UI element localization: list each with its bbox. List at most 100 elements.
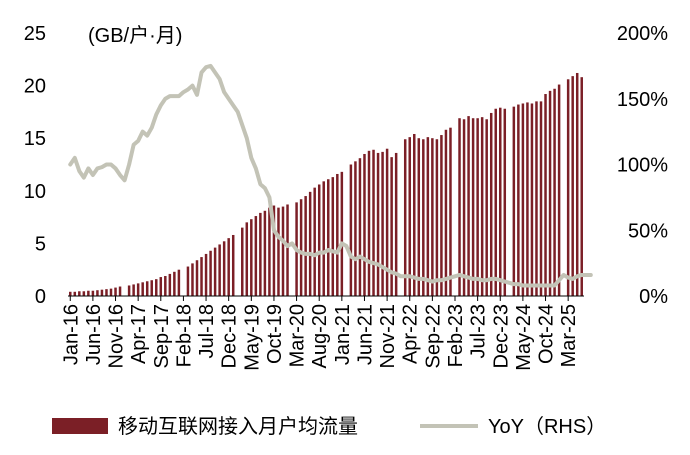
x-tick-label: Dec-18 — [219, 304, 241, 368]
bar — [141, 282, 144, 296]
bar — [358, 158, 362, 296]
bar — [159, 277, 163, 296]
bar — [485, 119, 488, 296]
bar — [218, 244, 221, 296]
bar — [363, 153, 366, 296]
bar — [376, 152, 380, 296]
bar — [462, 119, 466, 296]
right-y-axis-ticks: 0% 50% 100% 150% 200% — [617, 23, 668, 308]
x-tick-label: Apr-17 — [128, 304, 150, 364]
x-tick-label: Aug-20 — [309, 304, 331, 369]
x-tick-label: Sep-22 — [422, 304, 444, 369]
bar — [467, 116, 470, 296]
bar — [268, 207, 271, 296]
bar — [480, 117, 484, 296]
bar — [331, 177, 335, 296]
bar — [186, 266, 190, 296]
bar-series — [69, 72, 583, 297]
bar — [322, 181, 325, 296]
bar — [544, 94, 547, 297]
bar — [145, 281, 149, 296]
bar — [317, 184, 321, 296]
x-tick-label: Feb-18 — [173, 304, 195, 367]
x-tick-label: May-24 — [513, 304, 535, 371]
x-tick-label: Jan-21 — [332, 304, 354, 365]
bar — [458, 118, 461, 297]
bar — [231, 234, 235, 296]
right-y-tick-label: 200% — [617, 23, 668, 45]
bar — [308, 191, 312, 296]
x-tick-label: Nov-16 — [106, 304, 128, 368]
x-tick-label: Apr-22 — [400, 304, 422, 364]
bar — [413, 133, 416, 296]
bar — [96, 290, 99, 296]
bar — [304, 196, 307, 296]
bar — [449, 127, 452, 297]
bar — [553, 88, 556, 296]
bar — [435, 139, 439, 296]
bar — [105, 289, 108, 296]
x-tick-label: Jul-18 — [196, 304, 218, 358]
bar — [100, 289, 104, 296]
bar — [580, 77, 583, 297]
x-tick-label: Dec-23 — [490, 304, 512, 368]
bar — [191, 263, 194, 296]
bar — [164, 276, 167, 296]
bar — [195, 260, 199, 296]
bar — [539, 101, 543, 296]
bar — [349, 164, 353, 296]
x-tick-label: Jun-16 — [83, 304, 105, 365]
bar — [227, 238, 230, 296]
x-tick-label: Feb-23 — [445, 304, 467, 367]
x-tick-label: Oct-24 — [536, 304, 558, 364]
bar — [281, 206, 285, 296]
bar — [431, 138, 434, 296]
unit-label: (GB/户·月) — [88, 24, 182, 47]
right-y-tick-label: 100% — [617, 155, 668, 177]
bar — [78, 291, 81, 296]
legend: 移动互联网接入月户均流量 YoY（RHS） — [52, 415, 606, 438]
bar — [150, 280, 153, 296]
bar — [521, 103, 525, 296]
bar — [91, 290, 95, 296]
right-y-tick-label: 150% — [617, 89, 668, 111]
bar — [517, 104, 520, 296]
left-y-tick-label: 5 — [35, 233, 46, 255]
bar — [82, 291, 86, 296]
bar — [372, 149, 375, 296]
bar — [548, 90, 552, 296]
bar — [336, 173, 339, 296]
right-y-tick-label: 0% — [639, 286, 668, 308]
bar — [476, 118, 479, 297]
left-y-tick-label: 25 — [24, 23, 46, 45]
x-axis-ticks: Jan-16 Jun-16 Nov-16 Apr-17 Sep-17 Feb-18 Jul-… — [60, 296, 580, 371]
bar — [340, 171, 344, 296]
bar — [263, 210, 267, 296]
left-y-tick-label: 10 — [24, 181, 46, 203]
bar — [299, 199, 303, 296]
bar — [69, 291, 72, 296]
x-tick-label: Jun-21 — [354, 304, 376, 365]
left-y-tick-label: 15 — [24, 128, 46, 150]
x-tick-label: Oct-19 — [264, 304, 286, 364]
left-y-tick-label: 20 — [24, 76, 46, 98]
bar — [204, 253, 208, 296]
bar — [327, 179, 330, 296]
bar — [132, 284, 135, 296]
left-y-tick-label: 0 — [35, 286, 46, 308]
bar — [444, 129, 448, 296]
bar — [575, 72, 579, 296]
bar — [254, 216, 258, 296]
x-tick-label: May-19 — [241, 304, 263, 371]
x-tick-label: Nov-21 — [377, 304, 399, 368]
bar — [173, 271, 176, 296]
bar — [566, 79, 570, 296]
bar — [499, 107, 502, 296]
bar — [385, 148, 389, 296]
bar — [381, 151, 384, 296]
bar — [250, 219, 253, 296]
x-tick-label: Jan-16 — [60, 304, 82, 365]
bar — [209, 250, 212, 296]
